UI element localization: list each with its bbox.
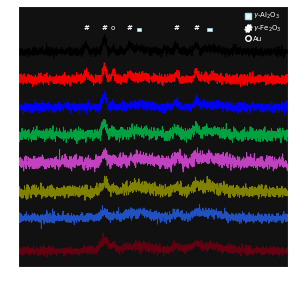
Bar xyxy=(208,28,212,31)
Text: o: o xyxy=(111,25,115,31)
Text: #: # xyxy=(193,25,199,31)
Text: (b): (b) xyxy=(291,74,302,83)
Text: (e): (e) xyxy=(291,156,301,165)
Text: #: # xyxy=(173,25,180,31)
Text: (d): (d) xyxy=(291,130,302,139)
Text: (a): (a) xyxy=(291,46,302,55)
Text: #: # xyxy=(84,25,89,31)
Bar xyxy=(137,28,141,31)
Legend: $\gamma$-Al$_2$O$_3$, $\gamma$-Fe$_2$O$_3$, Au: $\gamma$-Al$_2$O$_3$, $\gamma$-Fe$_2$O$_… xyxy=(242,9,284,44)
Text: #: # xyxy=(102,25,107,31)
Text: (f): (f) xyxy=(291,190,300,199)
X-axis label: 2-theta (degree): 2-theta (degree) xyxy=(107,291,199,301)
Text: (g): (g) xyxy=(291,216,302,225)
Text: (h): (h) xyxy=(291,248,302,258)
Y-axis label: Intensity (a.u.): Intensity (a.u.) xyxy=(6,95,16,177)
Text: #: # xyxy=(127,25,133,31)
Text: (c): (c) xyxy=(291,104,301,114)
